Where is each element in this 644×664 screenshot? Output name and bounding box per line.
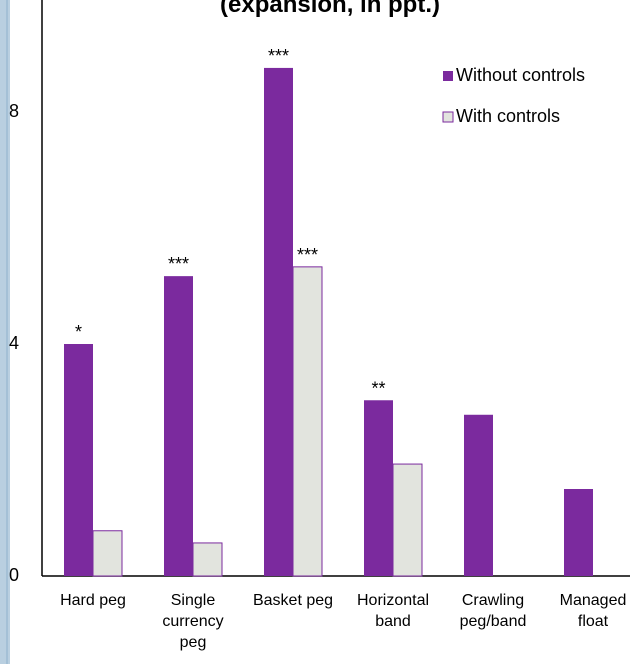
significance-label: ***	[268, 46, 289, 66]
significance-label: *	[75, 322, 82, 342]
bar	[564, 489, 593, 576]
significance-label: **	[371, 378, 385, 398]
x-tick-label: Horizontal band	[356, 592, 430, 630]
bar	[264, 67, 293, 577]
y-tick-label: 0	[9, 565, 19, 585]
x-tick-label: Managed float	[559, 592, 627, 630]
x-tick-label: Crawling peg/band	[459, 592, 527, 630]
bar	[164, 276, 193, 576]
x-tick-label: Hard peg	[60, 592, 126, 609]
bar	[364, 400, 393, 576]
legend-swatch	[443, 71, 453, 81]
chart-title: (expansion, in ppt.)	[220, 0, 440, 18]
legend-label: With controls	[456, 106, 560, 126]
legend-label: Without controls	[456, 65, 585, 85]
side-strip	[0, 0, 10, 664]
significance-label: ***	[297, 245, 318, 265]
bar	[464, 414, 493, 576]
bar	[192, 542, 223, 577]
bar	[292, 266, 323, 577]
bar	[92, 530, 123, 577]
bar	[392, 463, 423, 577]
bar	[64, 344, 93, 576]
y-tick-label: 8	[9, 101, 19, 121]
legend-swatch	[442, 111, 454, 123]
significance-label: ***	[168, 254, 189, 274]
x-tick-label: Single currency peg	[162, 592, 224, 651]
x-tick-label: Basket peg	[252, 592, 334, 609]
y-tick-label: 4	[9, 333, 19, 353]
